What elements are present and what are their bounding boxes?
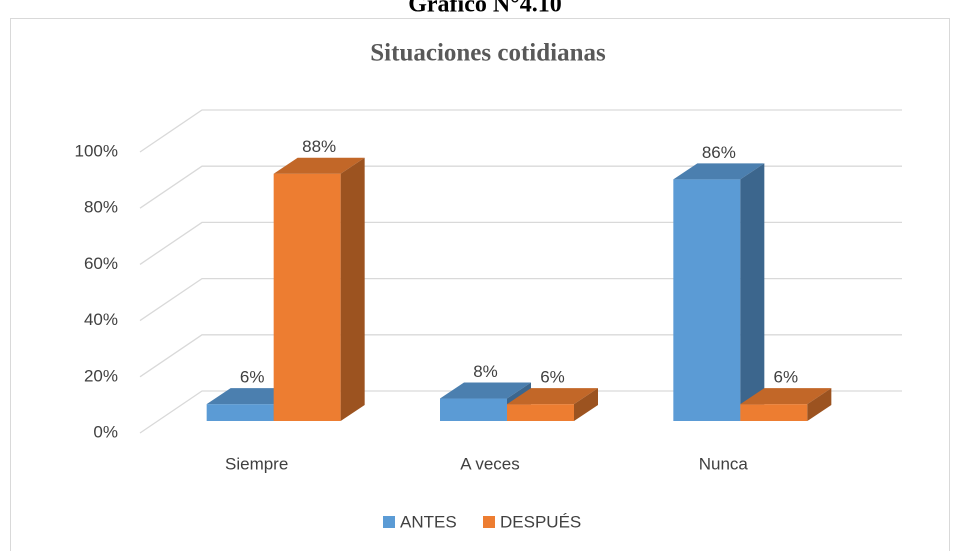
grid-line [139,390,902,434]
y-tick-label: 60% [84,254,118,273]
y-tick-label: 20% [84,366,118,385]
data-label: 6% [240,368,265,387]
y-tick-label: 0% [93,422,118,441]
grid-line [139,277,902,322]
bar-front [273,173,341,421]
chart-frame [10,18,950,551]
data-label: 8% [473,362,498,381]
bar-top [740,388,832,405]
bar-side [574,388,598,421]
bar-top [273,157,365,174]
y-tick-label: 100% [75,141,118,160]
bar-side [740,163,765,421]
x-tick-label: A veces [460,454,520,473]
bar-front [206,404,274,421]
bar-front [740,404,808,421]
data-label: 88% [302,137,336,156]
bar-front [440,398,507,421]
y-tick-label: 40% [84,310,118,329]
y-tick-label: 80% [84,198,118,217]
legend-swatch [483,516,495,528]
bar-top [440,382,531,399]
x-tick-label: Nunca [699,454,749,473]
legend-label: DESPUÉS [500,512,581,531]
grid-line [139,334,902,378]
bar-side [807,388,832,421]
legend-swatch [383,516,395,528]
chart-title: Situaciones cotidianas [370,40,606,67]
legend-label: ANTES [400,512,457,531]
grid-line [139,165,902,209]
data-label: 6% [774,368,799,387]
bar-front [507,404,574,421]
grid-line [139,221,902,265]
bar-top [507,388,598,405]
grid-line [139,109,902,153]
bar-side [340,157,365,421]
x-tick-label: Siempre [225,454,288,473]
bar-front [673,179,741,421]
data-label: 86% [702,143,736,162]
page-header: Gráfico N°4.10 [408,0,562,18]
data-label: 6% [540,368,565,387]
bar-top [673,163,765,180]
